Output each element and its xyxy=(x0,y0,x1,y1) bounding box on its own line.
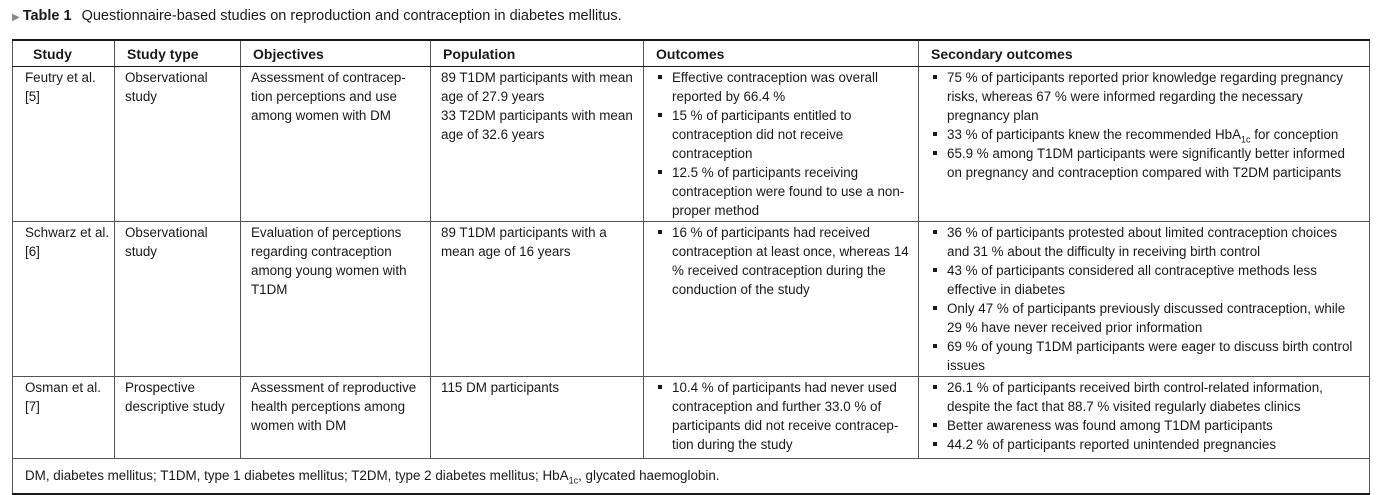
footnote-row: DM, diabetes mellitus; T1DM, type 1 diab… xyxy=(12,458,1370,495)
cell-study: Schwarz et al. [6] xyxy=(12,221,115,377)
list-item: Better awareness was found among T1DM pa… xyxy=(929,416,1363,435)
list-item: 15 % of participants entitled to contrac… xyxy=(654,106,912,163)
list-item: 75 % of participants reported prior know… xyxy=(929,68,1363,125)
studies-table: Study Study type Objectives Population O… xyxy=(12,39,1370,495)
cell-study: Osman et al. [7] xyxy=(12,376,115,459)
list-item: Effective contraception was overall repo… xyxy=(654,68,912,106)
cell-outcomes: 10.4 % of participants had never used co… xyxy=(643,376,919,459)
cell-population: 115 DM participants xyxy=(430,376,644,459)
list-item: 43 % of participants considered all cont… xyxy=(929,261,1363,299)
col-header-secondary-outcomes: Secondary outcomes xyxy=(918,39,1370,67)
list-item: 33 % of participants knew the recommende… xyxy=(929,125,1363,144)
list-item: 26.1 % of participants received birth co… xyxy=(929,378,1363,416)
cell-outcomes: Effective contraception was overall repo… xyxy=(643,66,919,222)
population-line: 33 T2DM participants with mean age of 32… xyxy=(441,108,633,142)
list-item: 44.2 % of participants reported unintend… xyxy=(929,435,1363,454)
header-row: Study Study type Objectives Population O… xyxy=(12,39,1370,67)
cell-objectives: Evaluation of perceptions regarding cont… xyxy=(240,221,431,377)
table-row: Osman et al. [7] Prospective descriptive… xyxy=(12,376,1370,459)
list-item: 12.5 % of participants receiving contrac… xyxy=(654,163,912,220)
table-label: Table 1 xyxy=(22,8,72,24)
list-item: 36 % of participants protested about lim… xyxy=(929,223,1363,261)
cell-population: 89 T1DM participants with a mean age of … xyxy=(430,221,644,377)
cell-secondary-outcomes: 75 % of participants reported prior know… xyxy=(918,66,1370,222)
col-header-study-type: Study type xyxy=(114,39,241,67)
cell-study-type: Prospective descriptive study xyxy=(114,376,241,459)
table-row: Feutry et al. [5] Observational study As… xyxy=(12,66,1370,222)
col-header-outcomes: Outcomes xyxy=(643,39,919,67)
cell-study-type: Observational study xyxy=(114,66,241,222)
population-line: 89 T1DM participants with mean age of 27… xyxy=(441,70,633,104)
population-line: 89 T1DM participants with a mean age of … xyxy=(441,225,607,259)
population-line: 115 DM participants xyxy=(441,380,560,395)
table-title: Questionnaire-based studies on reproduct… xyxy=(81,8,622,24)
cell-secondary-outcomes: 36 % of participants protested about lim… xyxy=(918,221,1370,377)
table-footnote: DM, diabetes mellitus; T1DM, type 1 diab… xyxy=(12,458,1370,495)
cell-secondary-outcomes: 26.1 % of participants received birth co… xyxy=(918,376,1370,459)
caption-triangle-icon: ▶ xyxy=(12,12,20,23)
col-header-population: Population xyxy=(430,39,644,67)
cell-study-type: Observational study xyxy=(114,221,241,377)
col-header-study: Study xyxy=(12,39,115,67)
cell-objectives: Assessment of contracep-tion perceptions… xyxy=(240,66,431,222)
cell-population: 89 T1DM participants with mean age of 27… xyxy=(430,66,644,222)
list-item: 65.9 % among T1DM participants were sign… xyxy=(929,144,1363,182)
list-item: 16 % of participants had received contra… xyxy=(654,223,912,299)
list-item: 10.4 % of participants had never used co… xyxy=(654,378,912,454)
table-caption: ▶ Table 1 Questionnaire-based studies on r… xyxy=(12,6,622,28)
cell-study: Feutry et al. [5] xyxy=(12,66,115,222)
list-item: 69 % of young T1DM participants were eag… xyxy=(929,337,1363,375)
table-row: Schwarz et al. [6] Observational study E… xyxy=(12,221,1370,377)
col-header-objectives: Objectives xyxy=(240,39,431,67)
list-item: Only 47 % of participants previously dis… xyxy=(929,299,1363,337)
cell-outcomes: 16 % of participants had received contra… xyxy=(643,221,919,377)
cell-objectives: Assessment of reproductive health percep… xyxy=(240,376,431,459)
